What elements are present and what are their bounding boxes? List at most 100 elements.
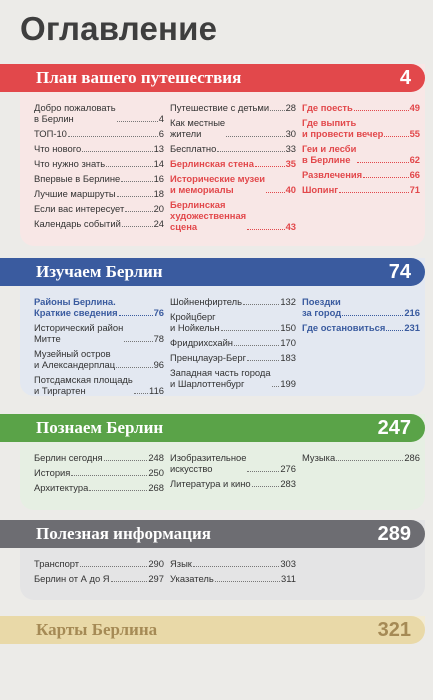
toc-entry[interactable]: Где поесть 49 bbox=[302, 102, 420, 113]
section-header[interactable]: Карты Берлина 321 bbox=[0, 616, 425, 644]
dot-leader bbox=[271, 386, 280, 387]
toc-entry[interactable]: Путешествие с детьми 28 bbox=[170, 102, 296, 113]
dot-leader bbox=[89, 490, 148, 491]
entry-label: Берлинская стена bbox=[170, 158, 254, 169]
entry-label: Лучшие маршруты bbox=[34, 188, 116, 199]
toc-entry[interactable]: Пренцлауэр-Берг 183 bbox=[170, 352, 296, 363]
toc-entry[interactable]: Шопинг 71 bbox=[302, 184, 420, 195]
toc-entry[interactable]: Исторический район Митте 78 bbox=[34, 322, 164, 344]
toc-column: Районы Берлина. Краткие сведения 76 Истори… bbox=[34, 296, 164, 400]
entry-label: Шопинг bbox=[302, 184, 339, 195]
toc-entry[interactable]: Если вас интересует 20 bbox=[34, 203, 164, 214]
entry-label: Архитектура bbox=[34, 482, 89, 493]
section-title: Карты Берлина bbox=[36, 620, 158, 639]
entry-page-number: 49 bbox=[409, 102, 420, 113]
toc-entry[interactable]: Где выпить и провести вечер 55 bbox=[302, 117, 420, 139]
entry-page-number: 290 bbox=[148, 558, 164, 569]
toc-entry[interactable]: Литература и кино 283 bbox=[170, 478, 296, 489]
entry-label: Бесплатно bbox=[170, 143, 217, 154]
entry-label: Музейный остров и Александерплац bbox=[34, 348, 116, 370]
toc-entry[interactable]: Исторические музеи и мемориалы 40 bbox=[170, 173, 296, 195]
toc-entry[interactable]: Впервые в Берлине 16 bbox=[34, 173, 164, 184]
toc-entry[interactable]: Что нового 13 bbox=[34, 143, 164, 154]
entry-label: Пренцлауэр-Берг bbox=[170, 352, 246, 363]
dot-leader bbox=[116, 121, 158, 122]
entry-page-number: 24 bbox=[153, 218, 164, 229]
dot-leader bbox=[106, 166, 153, 167]
entry-page-number: 20 bbox=[153, 203, 164, 214]
entry-label: Исторический район Митте bbox=[34, 322, 124, 344]
entry-page-number: 286 bbox=[404, 452, 420, 463]
section-title: Полезная информация bbox=[36, 524, 211, 543]
toc-entry[interactable]: Бесплатно 33 bbox=[170, 143, 296, 154]
section-header[interactable]: Изучаем Берлин 74 bbox=[0, 258, 425, 286]
toc-entry[interactable]: Берлинская стена 35 bbox=[170, 158, 296, 169]
toc-entry[interactable]: Районы Берлина. Краткие сведения 76 bbox=[34, 296, 164, 318]
entry-label: Поездки за город bbox=[302, 296, 342, 318]
entry-page-number: 132 bbox=[280, 296, 296, 307]
entry-page-number: 248 bbox=[148, 452, 164, 463]
toc-column: Язык 303 Указатель 311 bbox=[170, 558, 296, 588]
toc-entry[interactable]: Геи и лесби в Берлине 62 bbox=[302, 143, 420, 165]
toc-entry[interactable]: Календарь событий 24 bbox=[34, 218, 164, 229]
dot-leader bbox=[353, 110, 409, 111]
dot-leader bbox=[243, 304, 280, 305]
toc-entry[interactable]: Музыка 286 bbox=[302, 452, 420, 463]
section-header[interactable]: Полезная информация 289 bbox=[0, 520, 425, 548]
entry-page-number: 40 bbox=[285, 184, 296, 195]
toc-column: Путешествие с детьми 28 Как местные жители… bbox=[170, 102, 296, 236]
toc-entry[interactable]: Лучшие маршруты 18 bbox=[34, 188, 164, 199]
dot-leader bbox=[133, 393, 149, 394]
entry-label: Язык bbox=[170, 558, 192, 569]
entry-label: Исторические музеи и мемориалы bbox=[170, 173, 266, 195]
entry-label: Районы Берлина. Краткие сведения bbox=[34, 296, 118, 318]
entry-page-number: 62 bbox=[409, 154, 420, 165]
toc-entry[interactable]: Транспорт 290 bbox=[34, 558, 164, 569]
toc-entry[interactable]: Изобразительное искусство 276 bbox=[170, 452, 296, 474]
toc-entry[interactable]: Берлин от А до Я 297 bbox=[34, 573, 164, 584]
entry-label: Потсдамская площадь и Тиргартен bbox=[34, 374, 133, 396]
toc-entry[interactable]: Берлинская художественная сцена 43 bbox=[170, 199, 296, 232]
toc-entry[interactable]: Потсдамская площадь и Тиргартен 116 bbox=[34, 374, 164, 396]
dot-leader bbox=[254, 166, 285, 167]
entry-page-number: 13 bbox=[153, 143, 164, 154]
toc-entry[interactable]: Архитектура 268 bbox=[34, 482, 164, 493]
dot-leader bbox=[124, 341, 153, 342]
section-header[interactable]: Познаем Берлин 247 bbox=[0, 414, 425, 442]
toc-entry[interactable]: Берлин сегодня 248 bbox=[34, 452, 164, 463]
toc-entry[interactable]: Развлечения 66 bbox=[302, 169, 420, 180]
toc-entry[interactable]: Добро пожаловать в Берлин 4 bbox=[34, 102, 164, 124]
entry-label: Если вас интересует bbox=[34, 203, 125, 214]
toc-entry[interactable]: Язык 303 bbox=[170, 558, 296, 569]
toc-entry[interactable]: Что нужно знать 14 bbox=[34, 158, 164, 169]
section-header[interactable]: План вашего путешествия 4 bbox=[0, 64, 425, 92]
toc-entry[interactable]: Как местные жители 30 bbox=[170, 117, 296, 139]
entry-label: Западная часть города и Шарлоттенбург bbox=[170, 367, 271, 389]
entry-page-number: 231 bbox=[404, 322, 420, 333]
entry-page-number: 33 bbox=[285, 143, 296, 154]
toc-entry[interactable]: Музейный остров и Александерплац 96 bbox=[34, 348, 164, 370]
toc-entry[interactable]: Шойненфиртель 132 bbox=[170, 296, 296, 307]
entry-page-number: 35 bbox=[285, 158, 296, 169]
toc-entry[interactable]: Фридрихсхайн 170 bbox=[170, 337, 296, 348]
entry-label: Путешествие с детьми bbox=[170, 102, 270, 113]
toc-entry[interactable]: История 250 bbox=[34, 467, 164, 478]
toc-column: Поездки за город 216 Где остановиться 231 bbox=[302, 296, 420, 337]
toc-entry[interactable]: Поездки за город 216 bbox=[302, 296, 420, 318]
entry-label: Что нужно знать bbox=[34, 158, 106, 169]
toc-entry[interactable]: Указатель 311 bbox=[170, 573, 296, 584]
toc-entry[interactable]: Западная часть города и Шарлоттенбург 199 bbox=[170, 367, 296, 389]
entry-page-number: 283 bbox=[280, 478, 296, 489]
toc-column: Изобразительное искусство 276 Литература и… bbox=[170, 452, 296, 493]
toc-entry[interactable]: ТОП-10 6 bbox=[34, 128, 164, 139]
entry-label: ТОП-10 bbox=[34, 128, 67, 139]
section-page-number: 289 bbox=[377, 522, 411, 545]
dot-leader bbox=[82, 151, 153, 152]
entry-label: Впервые в Берлине bbox=[34, 173, 121, 184]
entry-label: История bbox=[34, 467, 71, 478]
entry-label: Берлинская художественная сцена bbox=[170, 199, 247, 232]
toc-entry[interactable]: Где остановиться 231 bbox=[302, 322, 420, 333]
dot-leader bbox=[342, 315, 404, 316]
toc-entry[interactable]: Кройцберг и Нойкельн 150 bbox=[170, 311, 296, 333]
entry-page-number: 14 bbox=[153, 158, 164, 169]
